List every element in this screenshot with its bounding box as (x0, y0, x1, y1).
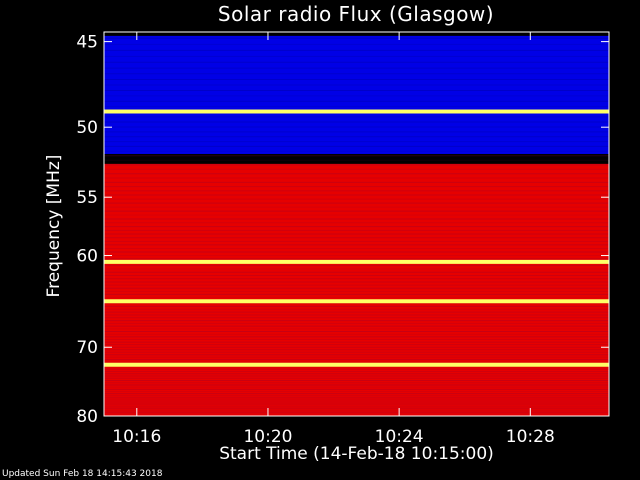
y-axis-label-wrap: Frequency [MHz] (44, 96, 64, 356)
spectrum-band (104, 163, 609, 416)
x-tick-label: 10:24 (375, 427, 424, 447)
chart-title: Solar radio Flux (Glasgow) (217, 2, 495, 26)
spectrum-band (104, 35, 609, 154)
y-tick-label: 55 (76, 188, 98, 208)
y-tick-label: 70 (76, 338, 98, 358)
y-tick-label: 45 (76, 33, 98, 53)
x-tick-label: 10:20 (243, 427, 292, 447)
y-tick-label: 80 (76, 407, 98, 427)
update-timestamp: Updated Sun Feb 18 14:15:43 2018 (2, 469, 163, 479)
x-tick-label: 10:28 (506, 427, 555, 447)
x-tick-label: 10:16 (112, 427, 161, 447)
y-axis-label: Frequency [MHz] (44, 154, 64, 298)
y-tick-label: 60 (76, 247, 98, 267)
x-axis-label: Start Time (14-Feb-18 10:15:00) (219, 444, 494, 464)
y-tick-label: 50 (76, 118, 98, 138)
plot-frame (103, 31, 610, 417)
